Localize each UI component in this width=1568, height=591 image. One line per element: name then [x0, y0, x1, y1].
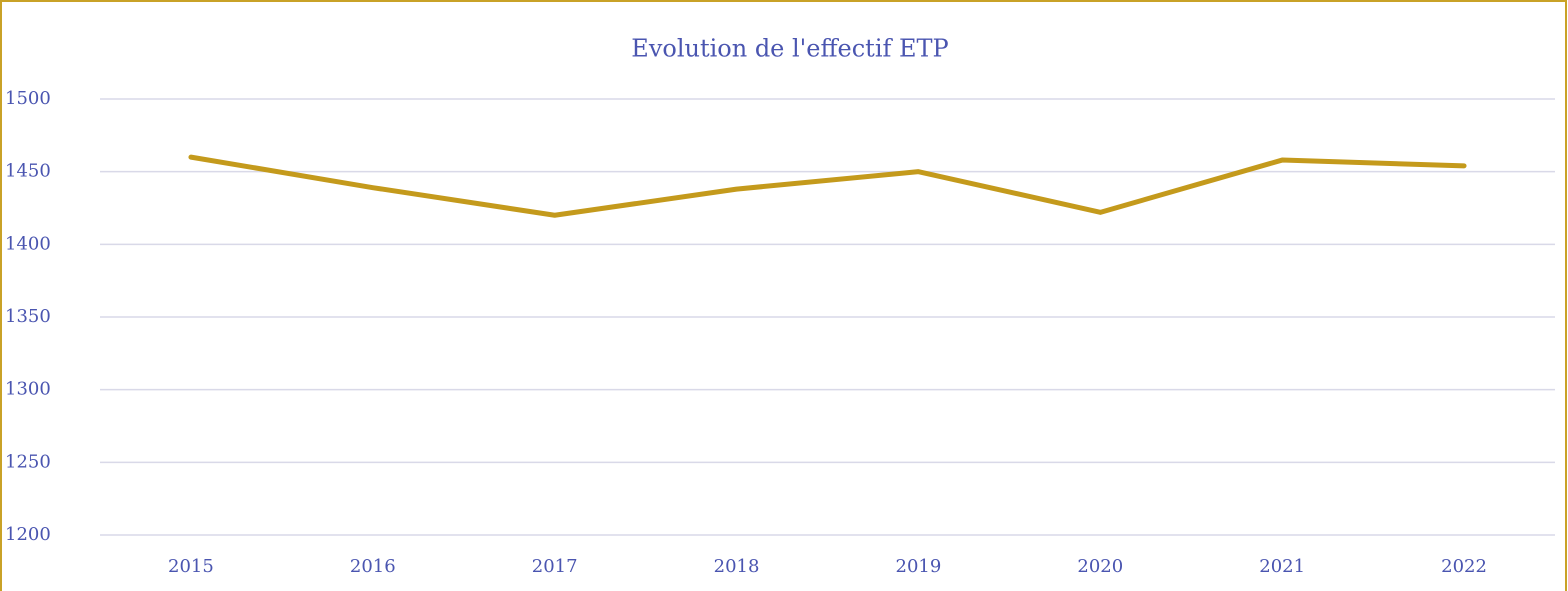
x-tick-label: 2020	[1077, 556, 1123, 577]
chart-title: Evolution de l'effectif ETP	[631, 35, 948, 63]
data-line	[188, 154, 1467, 218]
y-tick-label: 1450	[5, 161, 51, 182]
y-tick-label: 1200	[5, 524, 51, 545]
x-tick-label: 2021	[1259, 556, 1305, 577]
y-tick-label: 1500	[5, 88, 51, 109]
x-tick-label: 2019	[896, 556, 942, 577]
y-tick-label: 1350	[5, 306, 51, 327]
y-tick-label: 1400	[5, 233, 51, 254]
y-tick-label: 1250	[5, 451, 51, 472]
x-tick-label: 2018	[714, 556, 760, 577]
x-tick-label: 2022	[1441, 556, 1487, 577]
x-tick-label: 2017	[532, 556, 578, 577]
x-tick-label: 2016	[350, 556, 396, 577]
y-tick-label: 1300	[5, 379, 51, 400]
x-tick-label: 2015	[168, 556, 214, 577]
